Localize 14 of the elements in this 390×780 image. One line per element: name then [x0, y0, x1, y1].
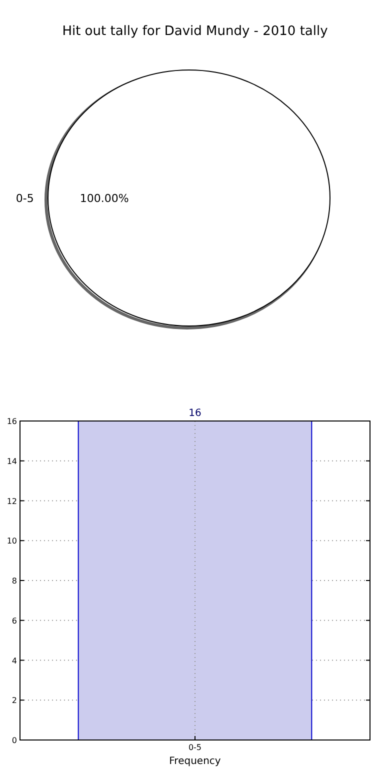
data-label: 16	[188, 408, 202, 419]
chart-title: Hit out tally for David Mundy - 2010 tally	[62, 24, 328, 39]
slice-label: 0-5	[16, 192, 34, 205]
y-tick-label: 4	[12, 656, 17, 666]
y-tick-label: 6	[12, 616, 17, 626]
data-label: 100.00%	[80, 192, 129, 205]
y-tick-label: 14	[6, 456, 17, 466]
y-tick-label: 2	[12, 696, 17, 706]
y-tick-label: 16	[6, 417, 17, 426]
y-tick-label: 10	[6, 536, 17, 546]
y-tick-label: 12	[6, 496, 17, 506]
x-axis-title: Frequency	[169, 756, 221, 767]
y-tick-label: 8	[12, 576, 17, 586]
y-tick-label: 0	[12, 736, 17, 745]
